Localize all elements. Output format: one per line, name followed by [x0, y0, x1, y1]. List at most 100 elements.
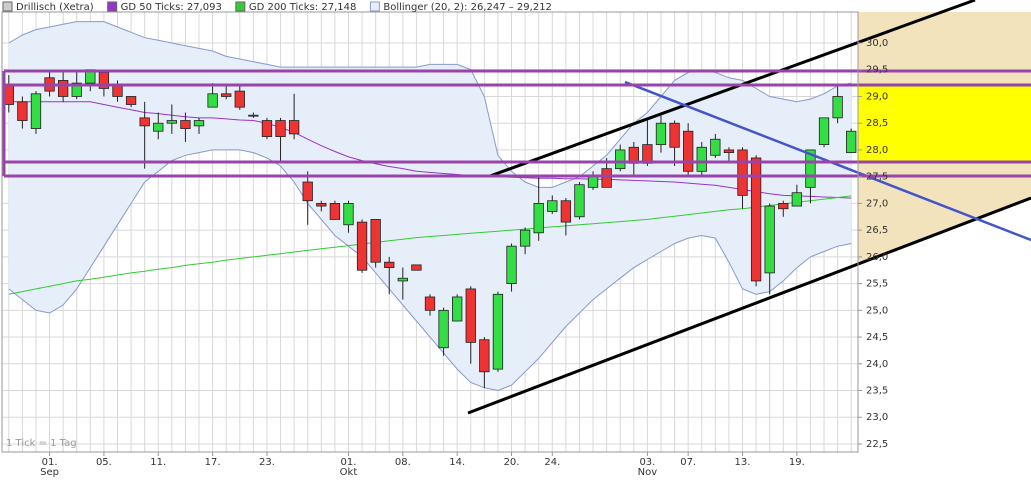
- legend-item: Drillisch (Xetra): [2, 1, 94, 13]
- ma-line: [8, 101, 852, 199]
- x-tick-label: 11.: [150, 457, 166, 468]
- legend-swatch: [2, 1, 13, 12]
- candle-body: [479, 339, 490, 373]
- axes: 22,5 23,0 23,5 24,0 24,5 25,0 25,5 26,0 26,5 27,0…: [40, 38, 888, 478]
- y-tick-label: 30,0: [866, 38, 888, 49]
- legend-swatch: [369, 1, 380, 12]
- candle-body: [57, 80, 69, 97]
- y-tick-label: 23,5: [866, 386, 888, 397]
- candle-body: [30, 93, 42, 129]
- y-tick-label: 25,0: [866, 305, 888, 316]
- x-tick-label: 05.: [96, 457, 112, 468]
- candle-body: [519, 229, 531, 247]
- ma-line: [8, 195, 852, 295]
- channel-lower: [467, 196, 1031, 415]
- x-tick-label: 19.: [789, 457, 805, 468]
- candle-body: [302, 181, 313, 202]
- candle-body: [438, 309, 449, 349]
- candle-body: [560, 200, 572, 223]
- candle-body: [248, 114, 259, 117]
- candle-body: [316, 202, 327, 207]
- legend: Drillisch (Xetra) GD 50 Ticks: 27,093 GD 2…: [2, 1, 552, 13]
- candle-body: [424, 296, 436, 311]
- candle-body: [112, 85, 123, 97]
- candle-body: [778, 202, 789, 210]
- x-tick-label: 01.: [42, 457, 58, 468]
- candle-body: [791, 192, 803, 207]
- candle-body: [275, 120, 286, 137]
- candle-body: [153, 122, 164, 132]
- candle-body: [370, 219, 381, 263]
- candle-body: [533, 202, 544, 234]
- candle-body: [832, 96, 843, 119]
- footnote: 1 Tick = 1 Tag: [6, 438, 77, 449]
- y-tick-label: 26,5: [866, 225, 888, 236]
- y-tick-label: 23,0: [866, 412, 888, 423]
- legend-item: GD 50 Ticks: 27,093: [107, 1, 222, 13]
- legend-label: GD 200 Ticks: 27,148: [249, 2, 357, 13]
- candle-body: [601, 168, 612, 188]
- candle-body: [166, 120, 177, 124]
- x-sublabel: Nov: [638, 467, 658, 478]
- candle-body: [805, 149, 816, 188]
- candle-body: [547, 200, 558, 212]
- x-tick-label: 14.: [449, 457, 465, 468]
- y-tick-label: 28,5: [866, 118, 888, 129]
- candle-body: [180, 120, 191, 129]
- candle-body: [669, 122, 680, 148]
- candle-body: [764, 205, 775, 274]
- x-tick-label: 07.: [680, 457, 696, 468]
- annotations: [2, 0, 1031, 415]
- candle-body: [655, 122, 667, 145]
- candle-body: [139, 117, 150, 127]
- legend-label: GD 50 Ticks: 27,093: [121, 2, 222, 13]
- candle-body: [234, 90, 245, 108]
- candle-body: [193, 120, 205, 127]
- candle-body: [17, 101, 28, 121]
- candle-body: [452, 296, 463, 322]
- channel-upper: [489, 0, 976, 178]
- candle-body: [642, 144, 653, 164]
- x-tick-label: 20.: [504, 457, 520, 468]
- legend-swatch: [235, 1, 246, 12]
- y-tick-label: 27,0: [866, 198, 888, 209]
- y-tick-label: 28,0: [866, 145, 888, 156]
- y-tick-label: 24,0: [866, 359, 888, 370]
- x-tick-label: 08.: [395, 457, 411, 468]
- legend-item: GD 200 Ticks: 27,148: [235, 1, 357, 13]
- plot-frame: [1, 11, 859, 453]
- candle-body: [343, 202, 354, 226]
- candle-body: [465, 288, 476, 343]
- candle-body: [71, 82, 82, 97]
- candle-body: [207, 93, 218, 108]
- bollinger-lower: [8, 149, 852, 392]
- x-tick-label: 23.: [259, 457, 275, 468]
- candle-body: [397, 277, 408, 282]
- x-tick-label: 24.: [544, 457, 560, 468]
- bollinger-fill: [8, 21, 852, 391]
- x-tick-label: 13.: [735, 457, 751, 468]
- candle-body: [411, 264, 422, 271]
- candles: [3, 69, 857, 388]
- y-tick-label: 24,5: [866, 332, 888, 343]
- candle-body: [329, 202, 341, 220]
- candle-body: [683, 130, 694, 172]
- candle-body: [356, 221, 368, 271]
- legend-label: Bollinger (20, 2): 26,247 – 29,212: [383, 2, 552, 13]
- x-sublabel: Sep: [40, 467, 59, 478]
- candle-body: [737, 149, 748, 196]
- candle-body: [587, 176, 599, 188]
- candle-body: [696, 146, 707, 172]
- x-tick-label: 01.: [341, 457, 357, 468]
- y-tick-label: 25,5: [866, 279, 888, 290]
- candle-body: [492, 293, 504, 370]
- x-tick-label: 17.: [205, 457, 221, 468]
- x-sublabel: Okt: [340, 467, 358, 478]
- legend-swatch: [107, 1, 118, 12]
- x-tick-label: 03.: [639, 457, 655, 468]
- candle-body: [221, 93, 232, 97]
- candle-body: [384, 261, 395, 268]
- y-tick-label: 29,5: [866, 65, 888, 76]
- candle-body: [750, 157, 762, 282]
- y-tick-label: 27,5: [866, 172, 888, 183]
